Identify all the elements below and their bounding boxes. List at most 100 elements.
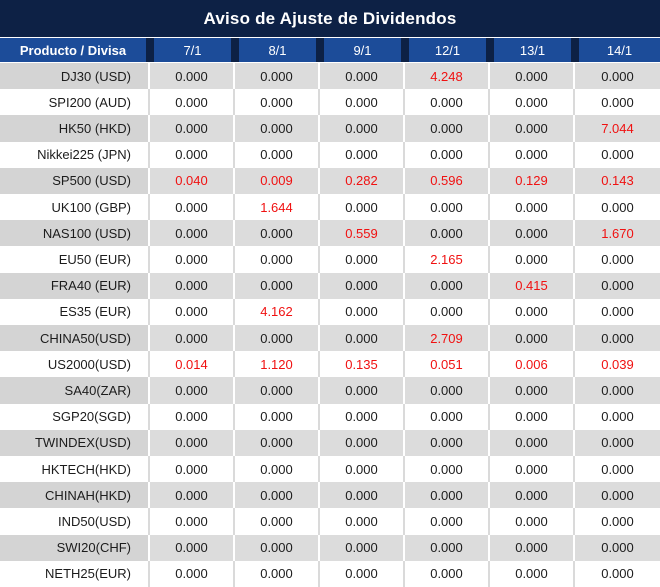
product-cell: SWI20(CHF) bbox=[0, 534, 150, 561]
page-title: Aviso de Ajuste de Dividendos bbox=[0, 0, 660, 38]
value-cell: 0.282 bbox=[320, 167, 405, 195]
value-cell: 0.000 bbox=[490, 220, 575, 247]
value-cell: 0.000 bbox=[490, 325, 575, 352]
value-cell: 0.000 bbox=[150, 141, 235, 168]
value-cell: 0.000 bbox=[575, 456, 660, 483]
value-cell: 0.000 bbox=[320, 482, 405, 509]
value-cell: 0.000 bbox=[150, 194, 235, 221]
value-cell: 0.000 bbox=[150, 534, 235, 561]
value-cell: 4.162 bbox=[235, 298, 320, 326]
value-cell: 0.051 bbox=[405, 351, 490, 378]
value-cell: 0.143 bbox=[575, 167, 660, 195]
value-cell: 0.000 bbox=[320, 403, 405, 430]
value-cell: 0.000 bbox=[405, 482, 490, 509]
value-cell: 0.000 bbox=[150, 272, 235, 299]
value-cell: 0.000 bbox=[490, 377, 575, 404]
value-cell: 0.000 bbox=[320, 377, 405, 404]
value-cell: 0.000 bbox=[320, 298, 405, 326]
column-header-date-6: 14/1 bbox=[575, 38, 660, 62]
value-cell: 0.000 bbox=[575, 63, 660, 90]
value-cell: 0.000 bbox=[575, 246, 660, 273]
table-row: CHINAH(HKD) 0.000 0.000 0.000 0.000 0.000 0.00… bbox=[0, 482, 660, 509]
value-cell: 0.000 bbox=[490, 534, 575, 561]
value-cell: 0.000 bbox=[405, 508, 490, 535]
product-cell: SA40(ZAR) bbox=[0, 377, 150, 404]
value-cell: 0.039 bbox=[575, 351, 660, 378]
value-cell: 2.709 bbox=[405, 325, 490, 352]
product-cell: TWINDEX(USD) bbox=[0, 429, 150, 457]
value-cell: 0.129 bbox=[490, 167, 575, 195]
table-row: Nikkei225 (JPN) 0.000 0.000 0.000 0.000 0.000… bbox=[0, 141, 660, 168]
product-cell: FRA40 (EUR) bbox=[0, 272, 150, 299]
value-cell: 0.000 bbox=[150, 220, 235, 247]
value-cell: 0.040 bbox=[150, 167, 235, 195]
value-cell: 1.120 bbox=[235, 351, 320, 378]
value-cell: 0.000 bbox=[490, 63, 575, 90]
value-cell: 0.000 bbox=[575, 403, 660, 430]
column-header-date-4: 12/1 bbox=[405, 38, 490, 62]
value-cell: 0.000 bbox=[235, 141, 320, 168]
value-cell: 0.000 bbox=[150, 325, 235, 352]
value-cell: 0.000 bbox=[235, 534, 320, 561]
table-header-row: Producto / Divisa 7/1 8/1 9/1 12/1 13/1 … bbox=[0, 38, 660, 63]
value-cell: 0.000 bbox=[150, 482, 235, 509]
value-cell: 0.000 bbox=[320, 534, 405, 561]
table-row: EU50 (EUR) 0.000 0.000 0.000 2.165 0.000 0.000 bbox=[0, 246, 660, 273]
value-cell: 2.165 bbox=[405, 246, 490, 273]
table-row: HKTECH(HKD) 0.000 0.000 0.000 0.000 0.000 0.00… bbox=[0, 456, 660, 483]
value-cell: 0.000 bbox=[575, 298, 660, 326]
value-cell: 0.000 bbox=[235, 220, 320, 247]
product-cell: SGP20(SGD) bbox=[0, 403, 150, 430]
value-cell: 4.248 bbox=[405, 63, 490, 90]
value-cell: 0.000 bbox=[320, 115, 405, 142]
product-cell: SP500 (USD) bbox=[0, 167, 150, 195]
value-cell: 0.000 bbox=[490, 508, 575, 535]
value-cell: 0.415 bbox=[490, 272, 575, 299]
value-cell: 0.000 bbox=[235, 456, 320, 483]
column-header-date-5: 13/1 bbox=[490, 38, 575, 62]
value-cell: 0.000 bbox=[235, 325, 320, 352]
table-row: SWI20(CHF) 0.000 0.000 0.000 0.000 0.000 0.000 bbox=[0, 534, 660, 561]
value-cell: 0.000 bbox=[405, 272, 490, 299]
value-cell: 0.000 bbox=[575, 482, 660, 509]
value-cell: 0.000 bbox=[150, 377, 235, 404]
product-cell: UK100 (GBP) bbox=[0, 194, 150, 221]
value-cell: 0.000 bbox=[320, 63, 405, 90]
value-cell: 0.000 bbox=[490, 429, 575, 457]
product-cell: NAS100 (USD) bbox=[0, 220, 150, 247]
product-cell: SPI200 (AUD) bbox=[0, 89, 150, 116]
product-cell: Nikkei225 (JPN) bbox=[0, 141, 150, 168]
value-cell: 7.044 bbox=[575, 115, 660, 142]
value-cell: 1.670 bbox=[575, 220, 660, 247]
value-cell: 0.000 bbox=[235, 403, 320, 430]
value-cell: 0.000 bbox=[235, 560, 320, 587]
product-cell: NETH25(EUR) bbox=[0, 560, 150, 587]
value-cell: 0.000 bbox=[150, 508, 235, 535]
column-header-date-2: 8/1 bbox=[235, 38, 320, 62]
product-cell: HK50 (HKD) bbox=[0, 115, 150, 142]
value-cell: 0.000 bbox=[490, 89, 575, 116]
value-cell: 0.000 bbox=[405, 456, 490, 483]
value-cell: 0.559 bbox=[320, 220, 405, 247]
table-row: DJ30 (USD) 0.000 0.000 0.000 4.248 0.000 0.000 bbox=[0, 63, 660, 90]
column-header-date-1: 7/1 bbox=[150, 38, 235, 62]
value-cell: 0.000 bbox=[405, 89, 490, 116]
value-cell: 0.000 bbox=[235, 429, 320, 457]
value-cell: 0.000 bbox=[320, 246, 405, 273]
value-cell: 0.000 bbox=[405, 115, 490, 142]
value-cell: 0.000 bbox=[490, 403, 575, 430]
value-cell: 0.000 bbox=[405, 220, 490, 247]
value-cell: 0.000 bbox=[320, 508, 405, 535]
value-cell: 0.000 bbox=[575, 272, 660, 299]
value-cell: 0.000 bbox=[235, 89, 320, 116]
table-row: FRA40 (EUR) 0.000 0.000 0.000 0.000 0.415 0.00… bbox=[0, 272, 660, 299]
column-header-product: Producto / Divisa bbox=[0, 38, 150, 62]
value-cell: 0.000 bbox=[320, 141, 405, 168]
table-row: SA40(ZAR) 0.000 0.000 0.000 0.000 0.000 0.000 bbox=[0, 377, 660, 404]
table-row: NETH25(EUR) 0.000 0.000 0.000 0.000 0.000 0.00… bbox=[0, 560, 660, 587]
value-cell: 0.000 bbox=[150, 115, 235, 142]
value-cell: 0.006 bbox=[490, 351, 575, 378]
value-cell: 0.000 bbox=[490, 456, 575, 483]
value-cell: 0.000 bbox=[235, 508, 320, 535]
